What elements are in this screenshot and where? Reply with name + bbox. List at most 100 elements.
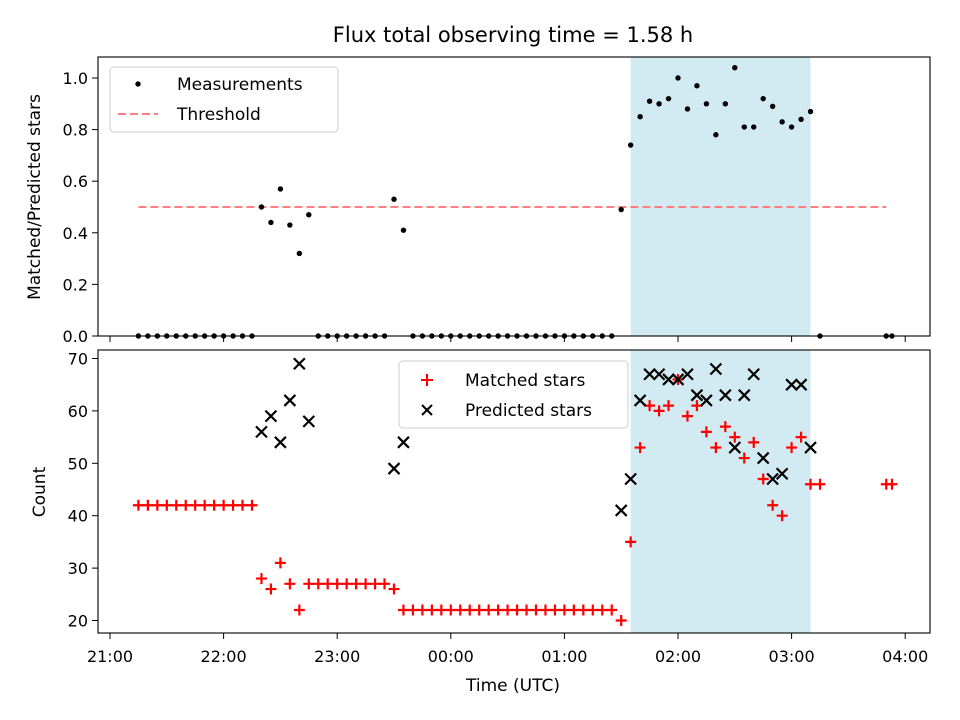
measurement-point [788,124,795,130]
matched-point [549,604,561,616]
matched-point [237,499,249,511]
measurement-point [618,206,624,213]
legend-threshold-label: Threshold [176,105,261,125]
measurement-point [675,75,681,81]
measurement-point [703,101,710,107]
top-y-tick-label: 0.4 [63,224,88,243]
measurement-point [277,186,284,192]
matched-point [738,452,750,464]
matched-point [606,604,618,616]
legend-matched-marker [421,374,433,386]
matched-point [786,442,798,454]
legend-predicted-label: Predicted stars [465,401,592,421]
bottom-y-ticks: 20 30 40 50 60 70 [68,350,98,631]
legend-measurements-label: Measurements [177,75,303,95]
top-legend: Measurements Threshold [109,66,339,133]
matched-point [189,499,201,511]
matched-point [303,578,315,590]
predicted-point [804,441,817,454]
bottom-y-tick-label: 30 [68,559,88,578]
matched-point [407,604,419,616]
predicted-point [719,388,732,402]
bottom-x-tick-label: 00:00 [428,647,474,666]
matched-point [464,604,476,616]
matched-point [331,578,343,590]
legend-predicted-marker [421,404,433,416]
bottom-x-axis-label: Time (UTC) [465,676,560,696]
measurement-point [694,83,700,89]
bottom-x-tick-label: 21:00 [87,647,133,666]
measurement-point [751,124,757,130]
matched-point [776,510,788,522]
matched-point [170,499,182,511]
matched-point [341,578,353,590]
predicted-points [255,357,817,517]
matched-point [805,478,817,490]
matched-point [435,604,447,616]
matched-point [274,557,286,569]
predicted-point [274,436,287,449]
measurement-point [268,219,274,226]
measurement-point [306,212,312,218]
matched-point [795,431,807,443]
measurement-point [732,64,738,71]
bottom-x-tick-label: 22:00 [201,647,247,666]
matched-point [757,473,769,485]
matched-point [265,583,277,595]
bottom-y-tick-label: 20 [68,612,88,631]
predicted-point [614,504,628,517]
matched-point [445,604,457,616]
matched-point [568,604,580,616]
top-y-tick-label: 0.0 [63,327,88,346]
legend-matched-label: Matched stars [465,371,585,391]
predicted-point [747,367,761,381]
matched-point [587,604,599,616]
matched-point [180,499,192,511]
matched-point [416,604,428,616]
measurement-point [807,108,814,115]
matched-point [360,578,372,590]
matched-point [227,499,239,511]
predicted-point [264,409,278,423]
matched-point [644,400,656,412]
matched-point [558,604,570,616]
measurement-point [656,101,662,107]
matched-point [142,499,154,511]
matched-point [719,421,731,433]
matched-point [312,578,324,590]
matched-point [710,442,722,454]
matched-point [199,499,211,511]
matched-point [530,604,542,616]
predicted-point [652,367,666,381]
matched-point [255,573,267,585]
bottom-x-tick-label: 04:00 [882,647,928,666]
top-x-ticks [109,336,906,342]
predicted-point [397,436,410,449]
matched-point [653,405,665,417]
predicted-point [633,394,647,407]
measurement-point [287,222,293,228]
matched-point [218,499,230,511]
matched-point [748,436,760,448]
predicted-point [700,394,713,407]
bottom-y-axis-label: Count [30,466,50,517]
matched-point [615,615,627,626]
predicted-point [737,388,751,402]
measurement-point [722,101,729,107]
matched-point [473,604,485,616]
matched-point [426,604,438,616]
measurement-point [637,114,643,120]
bottom-x-tick-label: 23:00 [314,647,360,666]
matched-point [350,578,362,590]
predicted-point [681,367,694,381]
bottom-y-tick-label: 70 [68,350,88,369]
matched-point [293,604,305,616]
matched-point [502,604,514,616]
matched-point [521,604,533,616]
measurement-point [684,106,691,112]
bottom-y-tick-label: 50 [68,454,88,473]
matched-point [246,499,258,511]
matched-point [492,604,504,616]
matched-point [814,478,826,490]
